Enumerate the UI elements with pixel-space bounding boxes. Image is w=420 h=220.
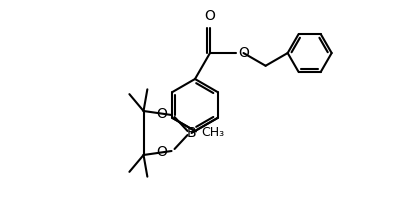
Text: O: O bbox=[239, 46, 249, 60]
Text: B: B bbox=[187, 126, 196, 140]
Text: O: O bbox=[205, 9, 215, 22]
Text: CH₃: CH₃ bbox=[201, 126, 224, 139]
Text: O: O bbox=[157, 145, 168, 159]
Text: O: O bbox=[157, 107, 168, 121]
